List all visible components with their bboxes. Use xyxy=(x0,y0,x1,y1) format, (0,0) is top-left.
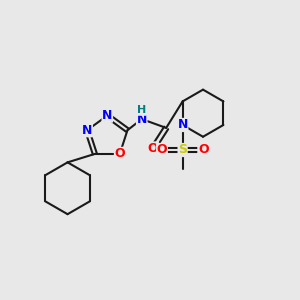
Text: O: O xyxy=(198,143,208,157)
Text: N: N xyxy=(136,112,147,126)
Text: N: N xyxy=(102,109,112,122)
Text: O: O xyxy=(157,143,167,157)
Text: H: H xyxy=(137,105,146,115)
Text: O: O xyxy=(148,142,158,155)
Text: N: N xyxy=(177,118,188,131)
Text: S: S xyxy=(178,143,187,157)
Text: O: O xyxy=(115,147,125,161)
Text: N: N xyxy=(82,124,92,137)
